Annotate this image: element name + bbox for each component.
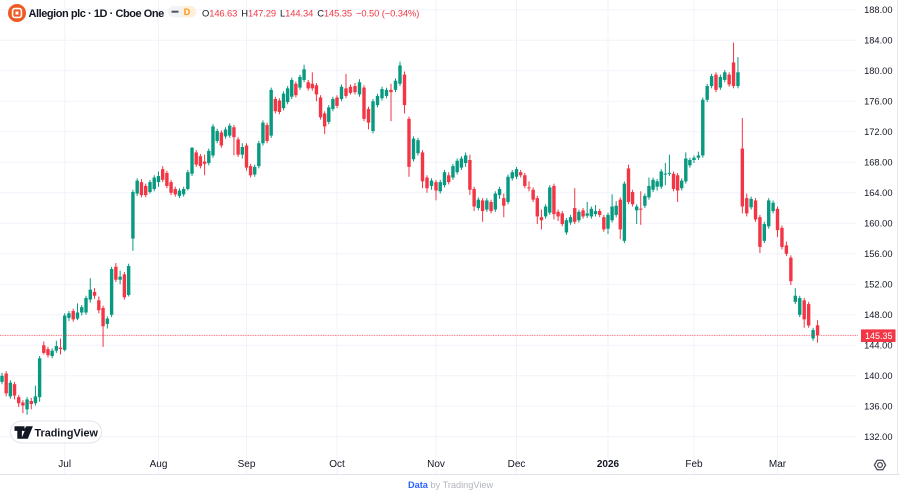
svg-text:156.00: 156.00 <box>864 249 892 259</box>
svg-text:2026: 2026 <box>597 459 620 470</box>
svg-text:164.00: 164.00 <box>864 188 892 198</box>
svg-text:180.00: 180.00 <box>864 66 892 76</box>
svg-text:Allegion plc · 1D · Cboe One: Allegion plc · 1D · Cboe One <box>29 8 165 20</box>
svg-text:Jul: Jul <box>58 459 71 470</box>
svg-text:140.00: 140.00 <box>864 371 892 381</box>
svg-text:TradingView: TradingView <box>35 428 99 440</box>
svg-text:132.00: 132.00 <box>864 432 892 442</box>
svg-text:Dec: Dec <box>508 459 526 470</box>
svg-text:152.00: 152.00 <box>864 280 892 290</box>
svg-text:145.35: 145.35 <box>865 331 893 341</box>
svg-text:136.00: 136.00 <box>864 402 892 412</box>
svg-text:D: D <box>184 7 191 17</box>
svg-text:Sep: Sep <box>238 459 256 470</box>
svg-text:148.00: 148.00 <box>864 310 892 320</box>
svg-text:172.00: 172.00 <box>864 127 892 137</box>
svg-text:Oct: Oct <box>329 459 345 470</box>
svg-text:184.00: 184.00 <box>864 36 892 46</box>
svg-text:160.00: 160.00 <box>864 219 892 229</box>
svg-text:168.00: 168.00 <box>864 158 892 168</box>
svg-text:176.00: 176.00 <box>864 97 892 107</box>
svg-text:Data by TradingView: Data by TradingView <box>408 480 493 490</box>
svg-text:Feb: Feb <box>685 459 703 470</box>
svg-text:Nov: Nov <box>427 459 445 470</box>
svg-text:188.00: 188.00 <box>864 5 892 15</box>
svg-text:144.00: 144.00 <box>864 341 892 351</box>
svg-text:Mar: Mar <box>769 459 787 470</box>
svg-text:Aug: Aug <box>150 459 168 470</box>
